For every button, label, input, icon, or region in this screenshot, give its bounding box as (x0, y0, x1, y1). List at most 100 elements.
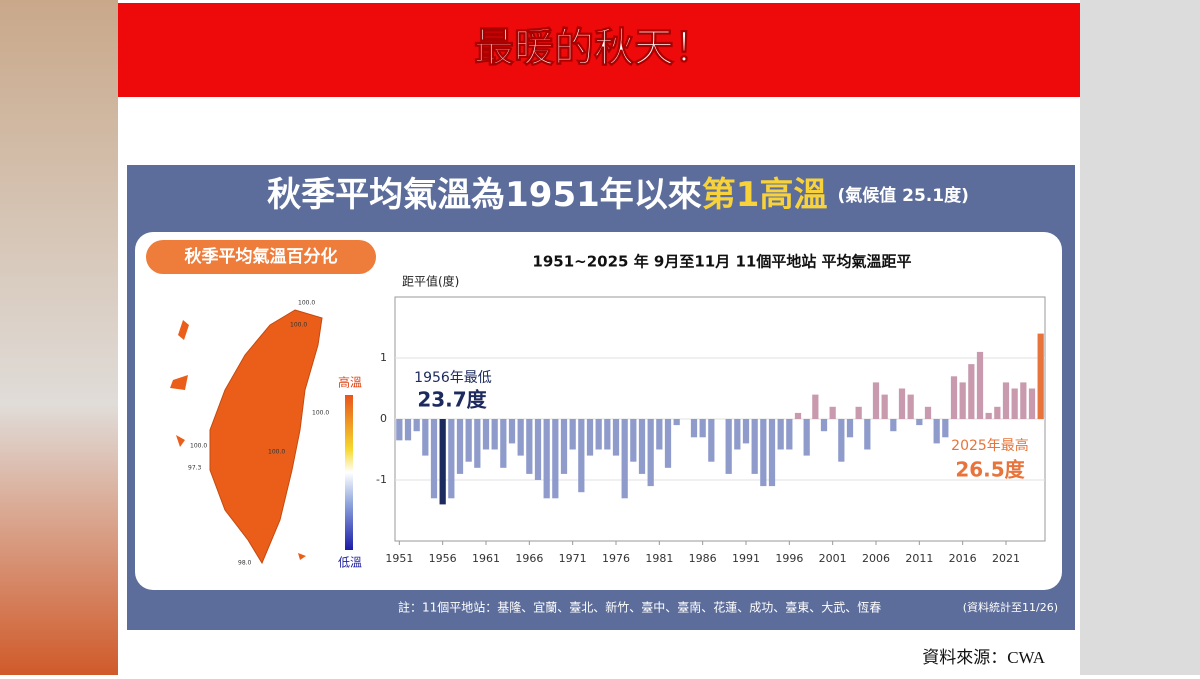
bar (985, 412, 992, 419)
map-label: 100.0 (190, 443, 207, 450)
annotation: 2025年最高 (951, 437, 1029, 454)
bar (916, 419, 923, 426)
annotation: 23.7度 (417, 388, 487, 412)
bar (924, 406, 932, 419)
bar (708, 419, 715, 462)
bar (578, 419, 585, 493)
bar (1011, 388, 1018, 419)
bar (881, 394, 888, 419)
bar (430, 419, 438, 499)
headline-note: (氣候值 25.1度) (837, 185, 968, 206)
bar (690, 419, 698, 438)
bar (586, 419, 594, 456)
x-tick-label: 1956 (429, 552, 457, 565)
x-tick-label: 1991 (732, 552, 760, 565)
bar (552, 419, 559, 499)
bar (621, 419, 628, 499)
bar (456, 419, 464, 474)
bar (526, 419, 533, 474)
x-tick-label: 1976 (602, 552, 630, 565)
bar (604, 419, 611, 450)
bar (846, 419, 854, 438)
bar (742, 419, 750, 444)
x-tick-label: 2016 (949, 552, 977, 565)
bar (872, 382, 880, 419)
x-tick-label: 2001 (819, 552, 847, 565)
bar (976, 351, 984, 419)
card (135, 232, 1062, 590)
bar (404, 419, 412, 441)
bar (734, 419, 741, 450)
map-label: 100.0 (268, 449, 285, 456)
map-label: 98.0 (238, 560, 252, 567)
bar (508, 419, 516, 444)
x-tick-label: 1961 (472, 552, 500, 565)
bar (933, 419, 940, 444)
x-tick-label: 1966 (515, 552, 543, 565)
legend-high: 高溫 (338, 375, 362, 390)
bar (820, 419, 828, 432)
legend-low: 低溫 (338, 556, 362, 570)
bar (777, 419, 784, 450)
bar (1002, 382, 1010, 419)
bar (725, 419, 732, 474)
map-label: 97.3 (188, 465, 202, 472)
bar (465, 419, 472, 462)
banner (118, 3, 1080, 97)
bar (534, 419, 542, 480)
bar (942, 419, 949, 438)
bar (673, 419, 680, 426)
x-tick-label: 2021 (992, 552, 1020, 565)
bar (543, 419, 550, 499)
map-labels: 100.0 100.0 100.0 100.0 100.0 97.3 98.0 (188, 300, 329, 567)
y-axis-label: 距平值(度) (402, 274, 459, 289)
x-tick-label: 1981 (645, 552, 673, 565)
headline-main: 秋季平均氣溫為1951年以來 (267, 175, 702, 215)
bar (569, 419, 576, 450)
bar (1028, 388, 1036, 419)
bar (448, 419, 455, 499)
bar (517, 419, 524, 456)
annotation: 26.5度 (955, 458, 1025, 482)
bar (664, 419, 672, 468)
bar (768, 419, 776, 487)
bar (994, 406, 1001, 419)
bar (560, 419, 568, 474)
bar (413, 419, 420, 432)
map-taiwan (209, 309, 323, 565)
bar (838, 419, 845, 462)
y-tick-label: -1 (376, 473, 387, 486)
bar (474, 419, 481, 468)
bar (612, 419, 620, 456)
x-tick-label: 2006 (862, 552, 890, 565)
banner-text: 最暖的秋天！ (474, 25, 714, 71)
data-period: (資料統計至11/26) (963, 600, 1058, 614)
bar (630, 419, 637, 462)
bar (656, 419, 663, 450)
bar (907, 394, 914, 419)
bar (794, 412, 802, 419)
headline: 秋季平均氣溫為1951年以來第1高溫 (氣候值 25.1度) (267, 175, 969, 215)
chart-title: 1951~2025 年 9月至11月 11個平地站 平均氣溫距平 (532, 253, 911, 271)
x-tick-label: 1986 (689, 552, 717, 565)
bar (491, 419, 498, 450)
x-tick-label: 1951 (385, 552, 413, 565)
bar (1020, 382, 1027, 419)
y-tick-label: 1 (380, 351, 387, 364)
bar (439, 419, 446, 505)
footnote: 註：11個平地站：基隆、宜蘭、臺北、新竹、臺中、臺南、花蓮、成功、臺東、大武、恆… (398, 600, 881, 615)
bar (1037, 333, 1044, 419)
map-label: 100.0 (298, 300, 315, 307)
x-tick-label: 2011 (905, 552, 933, 565)
bar (699, 419, 706, 438)
map-title: 秋季平均氣溫百分化 (185, 246, 338, 267)
source: 資料來源：CWA (922, 648, 1045, 667)
y-tick-label: 0 (380, 412, 387, 425)
bar (864, 419, 871, 450)
bar (751, 419, 758, 474)
blur-left (0, 0, 118, 675)
headline-highlight: 第1高溫 (702, 175, 828, 215)
bar (482, 419, 490, 450)
